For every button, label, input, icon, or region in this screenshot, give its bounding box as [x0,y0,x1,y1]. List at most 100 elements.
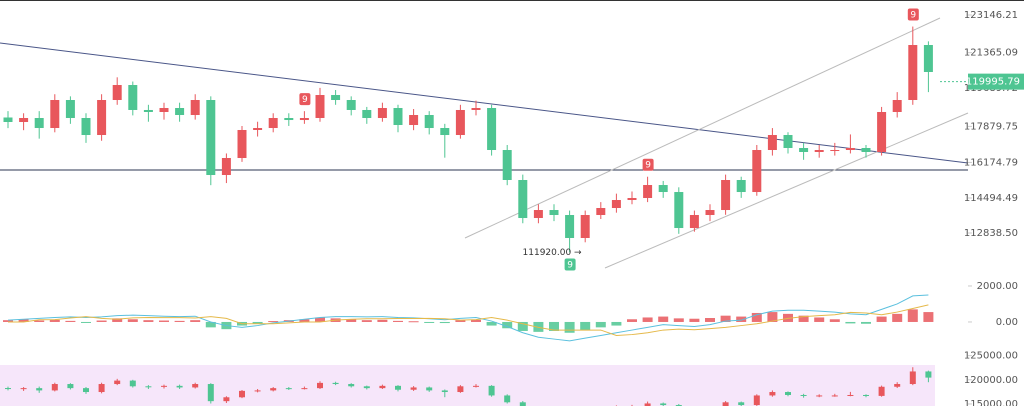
macd-bar [814,317,825,322]
mini-body [847,394,854,396]
candle-body [112,85,122,101]
candle-body [50,100,60,129]
mini-body [831,395,838,397]
candle-body [861,147,871,152]
macd-bar [658,316,669,322]
macd-bar [923,312,934,322]
mini-body [878,386,885,396]
candle-body [674,192,684,229]
macd-bar [580,321,591,331]
candle-body [190,100,200,116]
mini-body [270,388,277,391]
candle-body [206,100,216,176]
candle-body [549,210,559,216]
macd-bar [205,321,216,328]
mini-body [254,390,261,392]
mini-body [816,395,823,397]
mini-body [909,371,916,385]
y-tick-label: 117879.75 [964,121,1018,132]
td-label: 9 [910,11,916,21]
td-label: 9 [645,161,651,171]
macd-bar [798,315,809,322]
mini-body [722,402,729,406]
macd-bar [65,320,76,322]
candle-body [752,150,762,193]
macd-bar [611,321,622,326]
candle-body [34,118,44,129]
candle-body [315,95,325,119]
mini-body [738,402,745,406]
macd-bar [49,319,60,322]
candle-body [299,118,309,121]
candle-body [799,147,809,152]
candle-body [65,100,75,119]
macd-bar [689,318,700,322]
mini-body [863,394,869,396]
mini-body [317,382,323,389]
candle-body [611,200,621,209]
mini-body [207,384,214,402]
candle-body [721,180,731,211]
td-label: 9 [567,260,573,270]
candle-body [830,150,840,152]
mini-body [457,386,464,393]
y-tick-label: 123146.21 [964,10,1018,21]
macd-bar [424,321,435,323]
candle-body [346,100,356,110]
macd-bar [81,321,91,323]
candle-body [845,147,855,151]
mini-body [925,371,932,378]
macd-bar [767,312,778,322]
macd-bar [751,312,762,322]
candle-body [689,215,699,229]
candle-body [19,118,29,123]
candle-body [814,150,824,152]
candle-body [3,117,13,123]
macd-bar [673,318,684,322]
candle-body [409,115,419,126]
mini-body [644,403,651,406]
y-tick-label: 112838.50 [964,228,1018,239]
mini-body [36,388,43,391]
macd-bar [907,309,918,322]
candle-body [783,135,793,148]
y-tick-label: 120000.00 [964,375,1018,386]
macd-bar [299,319,310,322]
mini-body [114,380,121,385]
candle-body [643,185,653,198]
macd-bar [736,316,747,322]
candle-body [362,109,372,119]
macd-bar [127,319,138,322]
macd-bar [377,319,388,322]
candle-body [658,185,668,193]
y-tick-label: 121365.09 [964,48,1018,59]
macd-bar [315,317,325,322]
macd-bar [393,320,403,322]
y-tick-label: 2000.00 [977,281,1018,292]
candle-body [877,111,887,152]
macd-bar [471,319,481,322]
mini-body [83,388,89,393]
td-marker [299,93,311,106]
mini-body [410,387,417,390]
candle-body [908,45,918,101]
candle-body [502,150,512,180]
mini-body [800,394,807,396]
macd-bar [845,321,856,324]
band-area [0,365,935,406]
candle-body [487,108,497,151]
macd-line [7,294,929,342]
mini-body [426,387,433,391]
macd-bar [112,318,123,322]
candle-body [565,215,575,238]
macd-bar [174,320,185,322]
mini-body [20,388,27,390]
mini-body [753,395,760,406]
macd-bar [268,321,279,323]
macd-bar [252,321,263,324]
mini-body [145,386,152,388]
candle-body [580,215,590,238]
y-tick-label: 125000.00 [964,351,1018,362]
mini-body [363,386,370,389]
y-tick-label: 0.00 [996,317,1018,328]
